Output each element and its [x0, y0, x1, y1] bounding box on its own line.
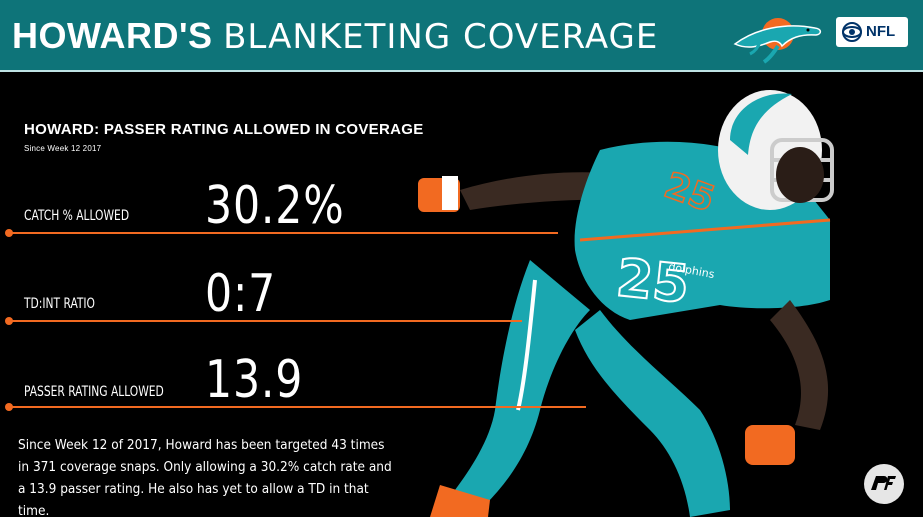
pff-logo-icon	[864, 464, 904, 504]
title-light: BLANKETING COVERAGE	[223, 17, 659, 57]
glove-right	[745, 425, 795, 465]
cbs-eye-icon	[842, 22, 862, 42]
nfl-label: NFL	[866, 23, 896, 40]
title-bold: HOWARD'S	[12, 15, 213, 56]
dolphins-logo-icon	[733, 12, 822, 64]
section-subtitle: Since Week 12 2017	[24, 144, 102, 153]
stat-divider	[10, 406, 586, 408]
stat-divider	[10, 232, 558, 234]
section-title: HOWARD: PASSER RATING ALLOWED IN COVERAG…	[24, 121, 424, 138]
header-divider	[0, 70, 923, 72]
jersey-number: 25	[614, 248, 692, 315]
stat-value: 0:7	[205, 264, 277, 324]
stat-divider	[10, 320, 522, 322]
stat-marker	[5, 317, 13, 325]
stat-marker	[5, 229, 13, 237]
stat-value: 30.2%	[205, 176, 345, 236]
page-title: HOWARD'S BLANKETING COVERAGE	[12, 14, 658, 58]
player-image: 25 25 dolphins	[418, 90, 834, 517]
summary-text: Since Week 12 of 2017, Howard has been t…	[18, 437, 392, 517]
stat-marker	[5, 403, 13, 411]
stat-label: CATCH % ALLOWED	[24, 208, 130, 224]
network-badge: NFL	[836, 17, 908, 47]
stat-label: PASSER RATING ALLOWED	[24, 384, 164, 400]
stat-label: TD:INT RATIO	[24, 296, 95, 312]
stat-value: 13.9	[205, 350, 304, 410]
